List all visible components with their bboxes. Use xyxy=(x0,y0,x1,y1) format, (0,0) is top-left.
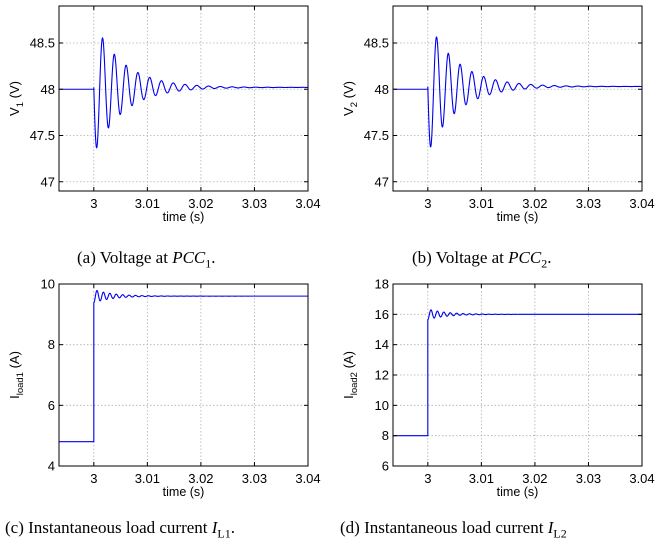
chart-c: 3 3.01 3.02 3.03 3.04 4 6 8 10 time (s) Iload1 (A) xyxy=(7,277,321,500)
y-tick-label: 47.5 xyxy=(364,128,389,143)
series-line xyxy=(393,36,642,148)
caption-b: (b) Voltage at PCC2. xyxy=(412,248,552,271)
x-tick-label: 3.04 xyxy=(629,471,654,486)
y-tick-label: 47.5 xyxy=(30,128,55,143)
x-tick-label: 3 xyxy=(90,196,97,211)
chart-a: 3 3.01 3.02 3.03 3.04 47 47.5 48 48.5 time (s) V1 … xyxy=(7,5,321,224)
plot-frame xyxy=(392,5,643,192)
caption-c: (c) Instantaneous load current IL1. xyxy=(5,518,236,541)
x-tick-label: 3.02 xyxy=(188,471,213,486)
x-tick-label: 3.03 xyxy=(242,196,267,211)
x-axis-label: time (s) xyxy=(163,485,205,499)
y-tick-label: 8 xyxy=(48,337,55,352)
y-axis-label: V1 (V) xyxy=(7,81,26,116)
caption-d: (d) Instantaneous load current IL2 xyxy=(340,518,567,541)
y-tick-label: 48.5 xyxy=(364,36,389,51)
y-tick-label: 6 xyxy=(48,398,55,413)
x-tick-label: 3.04 xyxy=(295,196,320,211)
x-tick-label: 3.03 xyxy=(242,471,267,486)
plot-frame xyxy=(58,283,309,467)
x-tick-label: 3.01 xyxy=(135,196,160,211)
x-axis-label: time (s) xyxy=(163,210,205,224)
x-tick-label: 3.02 xyxy=(188,196,213,211)
x-tick-label: 3 xyxy=(90,471,97,486)
x-axis-label: time (s) xyxy=(497,210,539,224)
x-tick-label: 3.04 xyxy=(295,471,320,486)
x-tick-label: 3.02 xyxy=(522,196,547,211)
series-line xyxy=(59,37,308,149)
chart-d: 3 3.01 3.02 3.03 3.04 6 8 10 12 14 16 18 time (s) Ilo… xyxy=(341,277,655,500)
y-tick-label: 6 xyxy=(382,459,389,474)
x-tick-label: 3.03 xyxy=(576,471,601,486)
y-tick-label: 14 xyxy=(375,337,389,352)
x-tick-label: 3.01 xyxy=(469,196,494,211)
y-tick-label: 48 xyxy=(41,82,55,97)
x-tick-label: 3 xyxy=(424,471,431,486)
y-tick-label: 12 xyxy=(375,368,389,383)
y-axis-label: Iload1 (A) xyxy=(7,351,26,399)
y-tick-label: 8 xyxy=(382,428,389,443)
caption-a: (a) Voltage at PCC1. xyxy=(77,248,216,271)
y-tick-label: 4 xyxy=(48,459,55,474)
y-tick-label: 48.5 xyxy=(30,36,55,51)
plot-frame xyxy=(58,5,309,192)
chart-b: 3 3.01 3.02 3.03 3.04 47 47.5 48 48.5 time (s) V2 … xyxy=(341,5,655,224)
x-axis-label: time (s) xyxy=(497,485,539,499)
y-tick-label: 18 xyxy=(375,277,389,292)
y-tick-label: 10 xyxy=(41,277,55,292)
y-axis-label: V2 (V) xyxy=(341,81,360,116)
y-tick-label: 16 xyxy=(375,307,389,322)
x-tick-label: 3.01 xyxy=(135,471,160,486)
y-tick-label: 48 xyxy=(375,82,389,97)
y-tick-label: 10 xyxy=(375,398,389,413)
x-tick-label: 3.04 xyxy=(629,196,654,211)
y-axis-label: Iload2 (A) xyxy=(341,351,360,399)
x-tick-label: 3.02 xyxy=(522,471,547,486)
y-tick-label: 47 xyxy=(375,174,389,189)
series-line xyxy=(393,309,642,437)
x-tick-label: 3.03 xyxy=(576,196,601,211)
x-tick-label: 3.01 xyxy=(469,471,494,486)
x-tick-label: 3 xyxy=(424,196,431,211)
y-tick-label: 47 xyxy=(41,174,55,189)
series-line xyxy=(59,289,308,443)
